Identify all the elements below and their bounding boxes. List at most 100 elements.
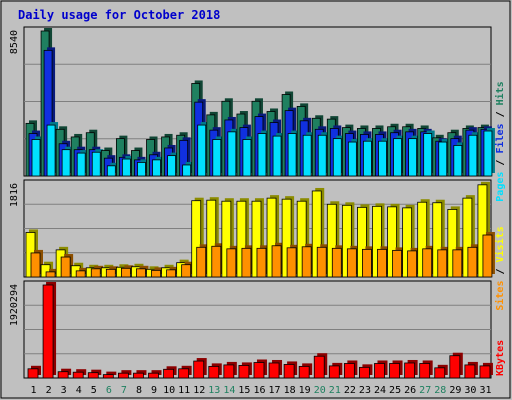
x-tick-label: 1 — [31, 385, 37, 396]
panel-usage: 8540 Pages / Files / Hits — [9, 26, 506, 202]
panel-kbytes: 1920294 KBytes — [9, 280, 506, 379]
x-tick-label: 3 — [61, 385, 67, 396]
kbytes-bar — [404, 359, 418, 379]
x-tick-label: 24 — [374, 385, 386, 396]
visits-bar — [387, 203, 400, 278]
visits-bar — [251, 198, 264, 278]
y-max-label: 1816 — [9, 183, 20, 207]
sites-bar — [467, 244, 480, 278]
kbytes-bar — [359, 364, 373, 379]
kbytes-bar — [163, 366, 177, 379]
sites-bar — [45, 268, 59, 278]
kbytes-bar — [102, 371, 117, 379]
visits-bar — [296, 198, 310, 278]
pages-bar — [106, 162, 119, 177]
legend-item: / — [495, 154, 506, 172]
kbytes-bar — [389, 360, 403, 379]
x-tick-label: 29 — [449, 385, 461, 396]
x-tick-label: 19 — [299, 385, 311, 396]
legend-kbytes: KBytes — [495, 340, 506, 376]
x-tick-label: 17 — [269, 385, 281, 396]
x-tick-label: 25 — [389, 385, 401, 396]
kbytes-bar — [268, 359, 283, 379]
legend-item: KBytes — [495, 340, 506, 376]
legend-item: Pages — [495, 172, 506, 202]
x-tick-label: 14 — [223, 385, 235, 396]
kbytes-bar — [27, 365, 41, 379]
sites-bar — [301, 243, 315, 278]
pages-bar — [167, 152, 179, 177]
sites-bar — [105, 266, 119, 278]
legend-visits: Sites / Visits — [494, 226, 506, 310]
kbytes-bar — [42, 282, 57, 379]
sites-bar — [120, 265, 134, 278]
x-tick-label: 15 — [238, 385, 250, 396]
visits-bar — [191, 197, 204, 278]
pages-bar — [317, 132, 330, 177]
visits-bar — [236, 198, 249, 278]
kbytes-bar — [72, 369, 87, 379]
pages-bar — [137, 159, 149, 177]
panel-visits: 1816 Sites / Visits — [9, 179, 506, 311]
kbytes-bar — [328, 362, 343, 379]
kbytes-bar — [223, 361, 237, 379]
pages-bar — [423, 130, 435, 177]
kbytes-bar — [374, 360, 388, 379]
sites-bar — [256, 245, 269, 278]
pages-bar — [393, 135, 405, 177]
x-tick-label: 30 — [464, 385, 476, 396]
sites-bar — [196, 244, 209, 278]
legend-item: Hits — [494, 81, 506, 105]
legend-item: Sites — [494, 281, 506, 311]
sites-bar — [151, 267, 164, 278]
visits-bar — [447, 206, 460, 278]
x-tick-label: 13 — [208, 385, 220, 396]
x-tick-label: 26 — [404, 385, 416, 396]
kbytes-bar — [343, 360, 358, 379]
pages-bar — [197, 122, 209, 177]
y-max-label: 8540 — [9, 30, 20, 54]
pages-bar — [31, 136, 43, 177]
visits-bar — [266, 195, 280, 278]
kbytes-bar — [298, 363, 313, 379]
visits-bar — [341, 202, 355, 278]
x-tick-label: 8 — [136, 385, 142, 396]
sites-bar — [437, 246, 450, 278]
chart-title: Daily usage for October 2018 — [18, 8, 220, 22]
legend-usage: Pages / Files / Hits — [494, 81, 506, 201]
visits-bar — [372, 203, 385, 278]
sites-bar — [482, 232, 495, 278]
x-tick-label: 10 — [163, 385, 175, 396]
visits-bar — [477, 181, 490, 278]
visits-bar — [432, 199, 445, 278]
sites-bar — [60, 254, 74, 278]
sites-bar — [286, 244, 300, 278]
pages-bar — [408, 135, 420, 177]
visits-bar — [311, 187, 325, 278]
legend-item: Visits — [494, 226, 506, 262]
x-axis-labels: 1 2 3 4 5 6 7 8 9 10 11 12 13 14 15 16 17 18 19 20 21 22 23 24 2… — [31, 385, 492, 396]
pages-bar — [242, 136, 254, 177]
pages-bar — [121, 156, 134, 177]
kbytes-bar — [57, 368, 72, 379]
pages-bar — [483, 128, 495, 177]
pages-bar — [363, 138, 375, 177]
legend-item: Files — [494, 123, 506, 153]
chart-panels: 8540 Pages / Files / Hits 1816 Sites / Visi… — [9, 26, 506, 379]
pages-bar — [91, 149, 104, 177]
kbytes-bar — [87, 369, 102, 379]
x-tick-label: 20 — [314, 385, 326, 396]
kbytes-bar — [178, 365, 192, 379]
sites-bar — [30, 249, 43, 278]
pages-bar — [287, 130, 300, 177]
kbytes-bar — [283, 361, 298, 379]
kbytes-bar — [434, 364, 448, 379]
sites-bar — [377, 246, 390, 278]
pages-bar — [332, 135, 345, 177]
x-tick-label: 23 — [359, 385, 371, 396]
x-tick-label: 5 — [91, 385, 97, 396]
x-tick-label: 16 — [253, 385, 265, 396]
sites-bar — [271, 242, 285, 278]
